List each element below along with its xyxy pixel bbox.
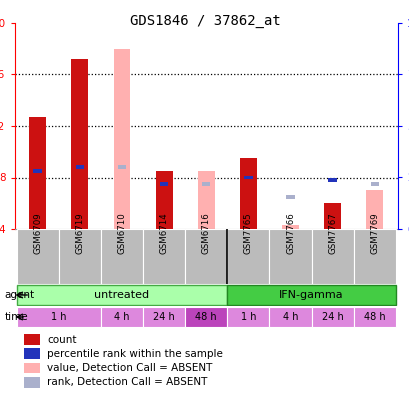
Text: GSM6710: GSM6710 (117, 212, 126, 254)
Text: GDS1846 / 37862_at: GDS1846 / 37862_at (129, 14, 280, 28)
Text: 1 h: 1 h (240, 312, 256, 322)
Bar (239, 158, 256, 229)
Bar (370, 182, 378, 186)
Text: percentile rank within the sample: percentile rank within the sample (47, 348, 222, 359)
Text: count: count (47, 335, 76, 345)
Bar (281, 225, 298, 229)
Bar (24, 363, 40, 373)
Bar (24, 348, 40, 359)
Bar (227, 229, 269, 284)
Text: GSM7769: GSM7769 (369, 212, 378, 254)
Bar (29, 117, 46, 229)
Bar (353, 307, 395, 327)
Bar (101, 229, 143, 284)
Bar (328, 178, 336, 182)
Bar (101, 307, 143, 327)
Text: GSM6714: GSM6714 (159, 212, 168, 254)
Bar (227, 307, 269, 327)
Text: GSM7765: GSM7765 (243, 212, 252, 254)
Bar (160, 182, 168, 186)
Bar (366, 190, 382, 229)
Bar (143, 229, 185, 284)
Text: 4 h: 4 h (282, 312, 298, 322)
Bar (24, 334, 40, 345)
Bar (244, 175, 252, 179)
Bar (185, 229, 227, 284)
Text: untreated: untreated (94, 290, 149, 300)
Bar (185, 307, 227, 327)
Text: GSM7767: GSM7767 (327, 212, 336, 254)
Text: 1 h: 1 h (51, 312, 66, 322)
Text: agent: agent (4, 290, 34, 300)
Bar (75, 165, 84, 169)
Bar (17, 229, 58, 284)
Text: 48 h: 48 h (363, 312, 385, 322)
Bar (155, 172, 172, 229)
Bar (269, 307, 311, 327)
Bar (58, 229, 101, 284)
Bar (155, 171, 172, 229)
Text: rank, Detection Call = ABSENT: rank, Detection Call = ABSENT (47, 377, 207, 387)
Bar (285, 195, 294, 199)
Text: GSM6709: GSM6709 (33, 212, 42, 254)
Bar (117, 165, 126, 169)
Text: GSM6716: GSM6716 (201, 212, 210, 254)
Bar (311, 307, 353, 327)
Text: 24 h: 24 h (321, 312, 343, 322)
Bar (353, 229, 395, 284)
Bar (143, 307, 185, 327)
Text: time: time (4, 312, 28, 322)
Text: 24 h: 24 h (153, 312, 175, 322)
Text: 48 h: 48 h (195, 312, 216, 322)
Bar (113, 49, 130, 229)
Bar (17, 307, 101, 327)
Bar (71, 59, 88, 229)
Bar (24, 377, 40, 388)
Bar (34, 169, 42, 173)
Bar (202, 182, 210, 186)
Bar (227, 285, 395, 305)
Bar (311, 229, 353, 284)
Bar (197, 171, 214, 229)
Bar (17, 285, 227, 305)
Bar (324, 203, 340, 229)
Bar (269, 229, 311, 284)
Text: GSM7766: GSM7766 (285, 212, 294, 254)
Text: 4 h: 4 h (114, 312, 129, 322)
Text: GSM6719: GSM6719 (75, 212, 84, 254)
Text: value, Detection Call = ABSENT: value, Detection Call = ABSENT (47, 363, 212, 373)
Text: IFN-gamma: IFN-gamma (279, 290, 343, 300)
